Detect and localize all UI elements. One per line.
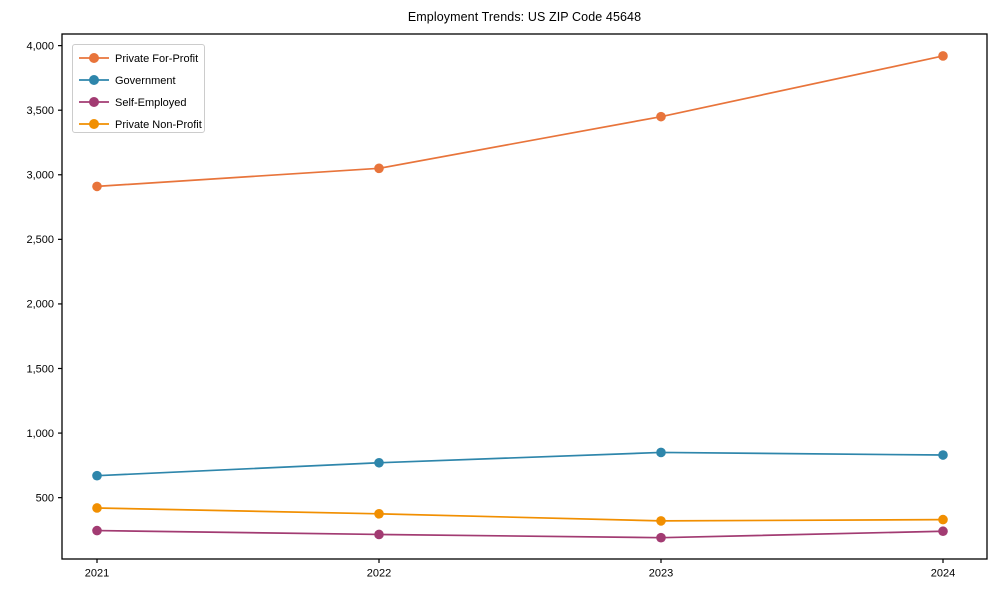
x-tick-label: 2023 [649, 568, 673, 580]
legend: Private For-Profit Government Self-Employe… [72, 44, 205, 133]
legend-marker [89, 75, 99, 85]
series-private-non-profit [92, 503, 948, 526]
y-tick-label: 3,000 [26, 170, 54, 182]
y-tick-label: 2,000 [26, 299, 54, 311]
data-point [374, 529, 384, 540]
y-axis: 500 1,000 1,500 2,000 2,500 3,000 3,500 4,000 [26, 40, 62, 504]
data-point [374, 508, 384, 519]
x-tick-label: 2022 [367, 568, 391, 580]
data-point [656, 111, 666, 122]
legend-label: Government [115, 75, 176, 87]
series-government [92, 447, 948, 481]
data-point [656, 447, 666, 458]
legend-marker [89, 119, 99, 129]
legend-label: Self-Employed [115, 97, 187, 109]
y-tick-label: 1,500 [26, 363, 54, 375]
data-point [938, 514, 948, 525]
series-line [96, 451, 944, 477]
data-point [656, 532, 666, 543]
legend-marker [89, 97, 99, 107]
y-tick-label: 3,500 [26, 105, 54, 117]
legend-label: Private Non-Profit [115, 119, 202, 131]
data-point [92, 525, 102, 536]
data-point [92, 503, 102, 513]
series-line [96, 507, 944, 522]
x-tick-label: 2021 [85, 568, 109, 580]
data-point [938, 51, 948, 61]
legend-label: Private For-Profit [115, 53, 198, 65]
data-point [92, 181, 102, 192]
y-tick-label: 1,000 [26, 428, 54, 440]
legend-item-self-employed: Self-Employed [79, 97, 187, 109]
data-point [92, 470, 102, 481]
data-point [656, 516, 666, 526]
legend-item-private-non-profit: Private Non-Profit [79, 119, 202, 131]
chart-title: Employment Trends: US ZIP Code 45648 [407, 10, 642, 24]
x-tick-label: 2024 [931, 568, 955, 580]
data-point [938, 526, 948, 537]
series-line [96, 529, 944, 539]
y-tick-label: 2,500 [26, 234, 54, 246]
x-axis: 2021 2022 2023 2024 [85, 559, 955, 580]
y-tick-label: 500 [36, 492, 54, 504]
data-point [374, 163, 384, 174]
legend-marker [89, 53, 99, 63]
legend-box [72, 44, 205, 133]
series-self-employed [92, 525, 948, 543]
series-line [96, 55, 944, 188]
plot-frame [61, 33, 988, 560]
data-point [374, 457, 384, 468]
y-tick-label: 4,000 [26, 40, 54, 52]
legend-item-government: Government [79, 75, 176, 87]
series-private-for-profit [92, 51, 948, 192]
legend-item-private-for-profit: Private For-Profit [79, 53, 198, 65]
data-point [938, 450, 948, 460]
